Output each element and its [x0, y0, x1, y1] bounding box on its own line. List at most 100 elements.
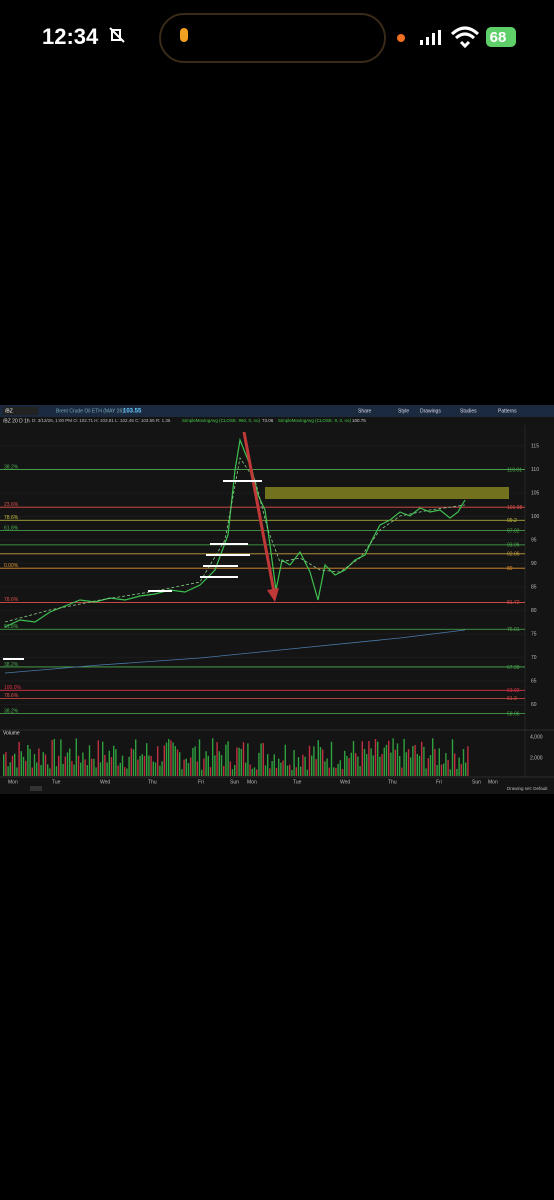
volume-bar [260, 743, 262, 776]
volume-bar [256, 769, 258, 776]
volume-bar [139, 755, 141, 776]
time-tick: Tue [293, 779, 302, 785]
toolbar-button[interactable]: Share [358, 408, 372, 414]
volume-bar [31, 767, 33, 776]
volume-bar [269, 768, 271, 776]
volume-bar [27, 744, 29, 776]
volume-bar [333, 767, 335, 776]
volume-bar [381, 754, 383, 776]
volume-bar [108, 750, 110, 776]
volume-bar [115, 749, 117, 776]
volume-bar [231, 769, 234, 776]
volume-bar [308, 745, 311, 776]
volume-bar [335, 767, 337, 776]
price-tick: 110 [531, 467, 539, 473]
volume-bar [38, 748, 40, 776]
volume-bar [421, 741, 423, 776]
fib-label: 38.2% [4, 464, 19, 470]
volume-bar [22, 756, 25, 776]
volume-bar [449, 769, 451, 776]
volume-bar [330, 741, 333, 776]
volume-bar [18, 741, 20, 776]
volume-bar [159, 765, 161, 776]
volume-bar [390, 752, 392, 776]
volume-bar [174, 746, 176, 776]
volume-bar [313, 746, 315, 776]
volume-bar [102, 741, 104, 776]
volume-bar [117, 765, 119, 776]
volume-bar [462, 748, 465, 776]
fib-label: 38.2% [4, 708, 19, 714]
scroll-button[interactable] [30, 786, 42, 791]
volume-bar [227, 741, 229, 776]
volume-bar [249, 764, 251, 776]
volume-bar [278, 758, 280, 776]
volume-bar [137, 759, 139, 776]
volume-bar [258, 752, 260, 776]
volume-bar [25, 760, 27, 776]
volume-bar [370, 748, 372, 776]
toolbar-button[interactable]: Style [398, 408, 409, 414]
volume-bar [203, 758, 205, 776]
volume-bar [315, 759, 317, 776]
time-tick: Sun [472, 779, 481, 785]
volume-bar [322, 749, 324, 776]
volume-bar [451, 739, 454, 776]
volume-bar [427, 758, 429, 776]
volume-bar [368, 740, 370, 776]
volume-bar [262, 743, 264, 776]
symbol-box [3, 407, 38, 415]
drawing-set[interactable]: Drawing set: Default [507, 786, 548, 791]
volume-bar [187, 763, 190, 776]
volume-bar [385, 744, 388, 776]
volume-bar [414, 744, 416, 776]
volume-bar [412, 745, 414, 776]
volume-bar [394, 749, 396, 776]
price-tick: 60 [531, 702, 537, 708]
volume-bar [49, 768, 51, 776]
volume-bar [240, 748, 242, 776]
volume-bar [91, 758, 93, 776]
volume-bar [247, 743, 249, 776]
volume-bar [348, 757, 350, 776]
volume-bar [170, 740, 172, 776]
time-tick: Thu [148, 779, 157, 785]
volume-bar [165, 742, 168, 776]
volume-bar [168, 739, 170, 776]
clock: 12:34 [42, 24, 99, 49]
volume-bar [328, 767, 330, 776]
volume-bar [339, 760, 341, 776]
battery-level: 68 [490, 29, 507, 46]
volume-bar [157, 746, 159, 776]
time-tick: Thu [388, 779, 397, 785]
volume-bar [275, 767, 278, 776]
volume-bar [286, 765, 289, 776]
volume-bar [104, 754, 106, 776]
fib-label: 0.00% [4, 563, 19, 569]
volume-bar [242, 742, 245, 776]
volume-bar [359, 766, 361, 776]
time-tick: Tue [52, 779, 61, 785]
toolbar-button[interactable]: Patterns [498, 408, 517, 414]
volume-bar [163, 745, 165, 776]
volume-bar [236, 747, 238, 776]
level-label: 97.02 [507, 528, 520, 534]
toolbar-button[interactable]: Studies [460, 408, 477, 414]
volume-bar [445, 753, 447, 776]
volume-bar [179, 752, 181, 776]
volume-bar [161, 761, 163, 776]
volume-bar [273, 754, 275, 776]
volume-bar [135, 739, 137, 776]
volume-bar [440, 764, 443, 776]
volume-bar [9, 762, 11, 776]
volume-bar [60, 739, 62, 776]
volume-bar [7, 766, 9, 776]
volume-bar [372, 755, 374, 776]
volume-bar [121, 755, 124, 776]
volume-bar [416, 753, 418, 776]
level-label: 101.98 [507, 505, 523, 511]
toolbar-button[interactable]: Drawings [420, 408, 441, 414]
highlight-zone [265, 487, 509, 499]
